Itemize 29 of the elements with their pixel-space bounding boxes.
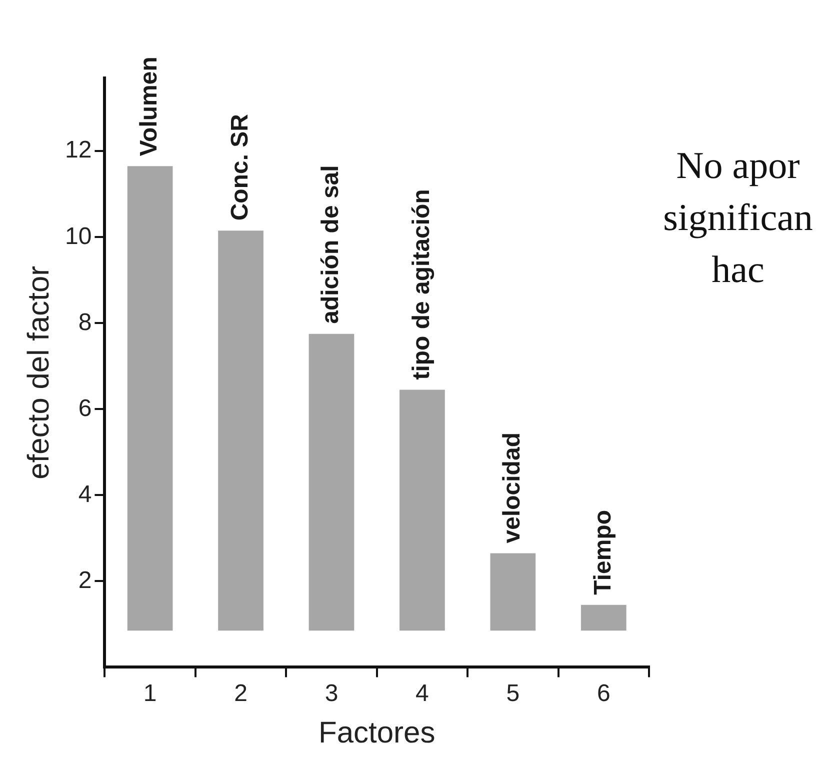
annotation: adición de sal bbox=[317, 165, 344, 324]
text: significan bbox=[663, 197, 813, 239]
annotation: velocidad bbox=[498, 432, 526, 544]
text: hac bbox=[712, 249, 764, 291]
annotation: tipo de agitación bbox=[408, 189, 435, 380]
x-tick-label: 6 bbox=[596, 680, 610, 708]
y-tick-label: 10 bbox=[64, 222, 92, 250]
y-tick-label: 6 bbox=[78, 394, 92, 422]
bar bbox=[580, 604, 626, 631]
y-axis-title: efecto del factor bbox=[22, 266, 56, 480]
text: No apor bbox=[676, 145, 800, 187]
bar bbox=[218, 230, 264, 631]
x-tick-label: 5 bbox=[506, 680, 520, 708]
y-tick-label: 4 bbox=[78, 480, 92, 508]
x-tick-label: 4 bbox=[416, 680, 429, 708]
annotation: Conc. SR bbox=[226, 114, 254, 221]
annotation: Volumen bbox=[136, 56, 163, 156]
y-tick-label: 8 bbox=[78, 308, 92, 336]
x-axis-title: Factores bbox=[318, 716, 436, 750]
bar bbox=[127, 166, 173, 631]
x-tick-label: 3 bbox=[324, 680, 338, 708]
bar bbox=[400, 390, 445, 631]
bar bbox=[308, 334, 354, 631]
annotation: Tiempo bbox=[589, 510, 616, 595]
y-tick-label: 12 bbox=[64, 136, 92, 164]
y-tick-label: 2 bbox=[78, 566, 92, 594]
x-tick-label: 2 bbox=[234, 680, 248, 708]
x-tick-label: 1 bbox=[143, 680, 157, 708]
bar bbox=[490, 553, 536, 631]
